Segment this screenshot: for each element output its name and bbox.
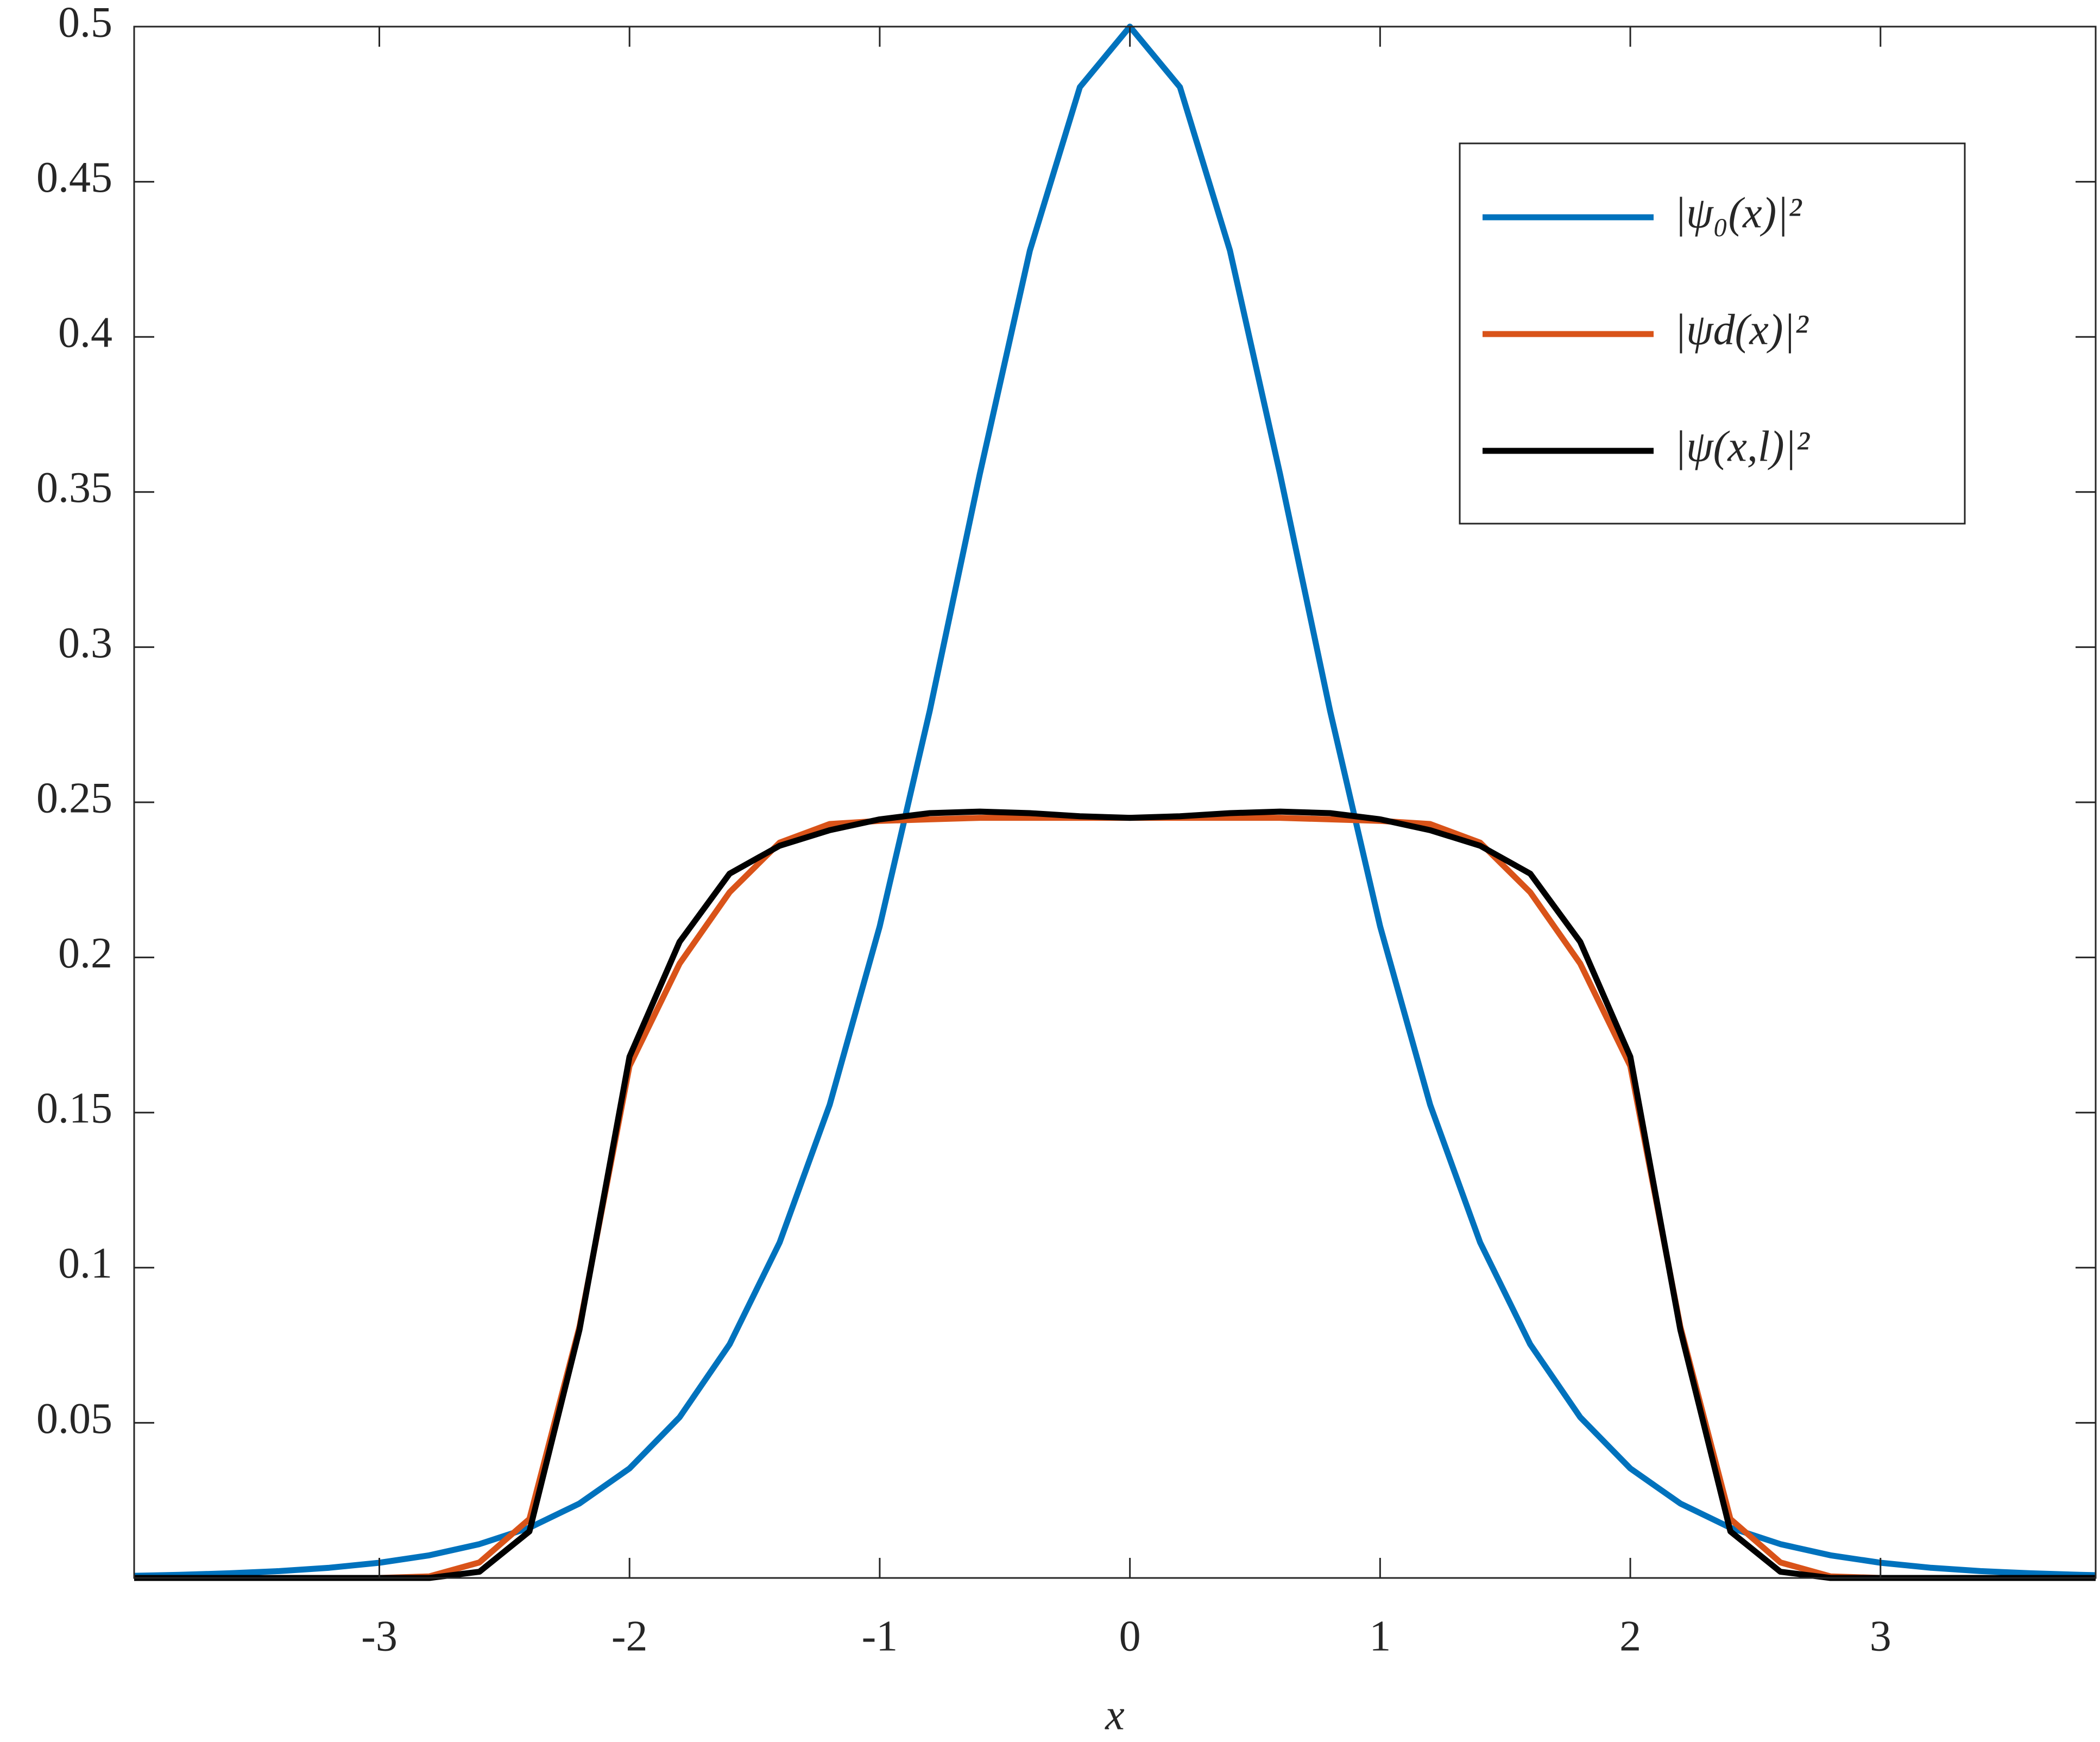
y-tick-label: 0.45 [36,154,112,202]
y-tick-label: 0.15 [36,1085,112,1133]
legend-label: |ψ₀(x)|² [1674,189,1802,237]
y-tick-label: 0.05 [36,1395,112,1443]
legend-label: |ψd(x)|² [1674,306,1809,354]
x-tick-label: 3 [1870,1612,1891,1660]
y-tick-label: 0.3 [58,619,112,667]
x-tick-label: 0 [1119,1612,1141,1660]
x-tick-label: -1 [862,1612,898,1660]
y-tick-label: 0.5 [58,0,112,46]
data-line [134,808,2096,1581]
y-tick-label: 0.1 [58,1240,112,1287]
x-tick-label: 1 [1369,1612,1391,1660]
x-tick-label: 2 [1619,1612,1641,1660]
y-tick-label: 0.35 [36,464,112,512]
x-axis-label: x [1105,1691,1125,1739]
x-tick-label: -2 [611,1612,648,1660]
y-tick-label: 0.25 [36,774,112,822]
legend-label: |ψ(x,l)|² [1674,423,1811,470]
x-tick-label: -3 [361,1612,398,1660]
y-tick-label: 0.2 [58,929,112,977]
y-tick-label: 0.4 [58,309,112,357]
